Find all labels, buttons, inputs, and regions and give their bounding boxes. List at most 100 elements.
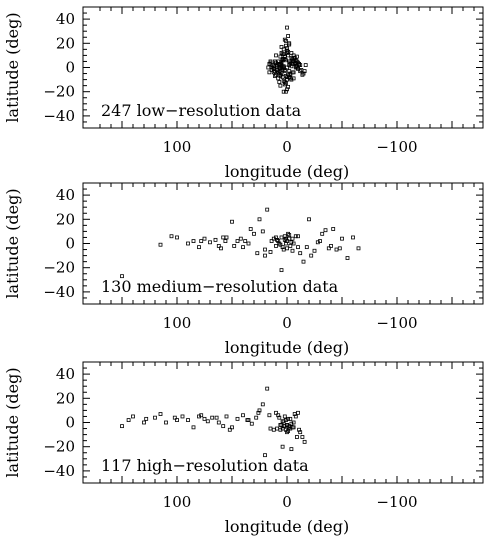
data-point (293, 60, 298, 65)
data-point (298, 69, 303, 74)
data-point (158, 412, 163, 416)
data-point (199, 239, 204, 243)
data-point (246, 241, 251, 246)
data-point (278, 74, 283, 78)
data-point (241, 245, 245, 250)
data-point (302, 69, 307, 74)
data-point (202, 416, 207, 421)
data-point (282, 69, 287, 74)
data-point (191, 239, 196, 243)
data-point (281, 47, 286, 52)
data-point (131, 414, 135, 419)
x-tick-label: 0 (282, 138, 292, 156)
data-point (277, 241, 282, 246)
data-point (286, 34, 291, 38)
data-point (271, 236, 276, 241)
x-tick-label: 0 (282, 314, 292, 332)
data-point (307, 217, 311, 222)
panel-3: 100 0 −100 40 20 0 −20 −40 longitude (deg) latitu… (3, 361, 484, 536)
series-points (120, 386, 307, 458)
y-tick-label: 0 (65, 235, 75, 253)
data-point (274, 244, 278, 248)
data-point (286, 231, 291, 236)
data-point (213, 237, 218, 242)
data-point (269, 239, 274, 243)
data-point (221, 235, 226, 240)
data-point (158, 242, 163, 247)
data-point (285, 65, 289, 70)
data-point (214, 415, 219, 420)
annotation: 130 medium−resolution data (101, 277, 339, 296)
data-point (224, 235, 229, 240)
data-point (235, 239, 240, 243)
data-point (298, 251, 303, 256)
data-point (263, 453, 267, 458)
data-point (304, 245, 309, 250)
y-tick-label: 20 (56, 389, 75, 407)
data-point (279, 45, 284, 49)
data-point (268, 59, 273, 64)
data-point (329, 244, 333, 248)
x-tick-label: 100 (163, 493, 192, 511)
data-point (331, 227, 336, 231)
data-point (303, 63, 308, 67)
x-axis-label: longitude (deg) (225, 338, 349, 357)
data-point (356, 246, 361, 251)
data-point (175, 418, 179, 422)
data-point (281, 89, 286, 94)
data-point (297, 63, 302, 67)
data-point (287, 42, 292, 47)
data-point (230, 425, 234, 430)
data-point (274, 410, 278, 415)
data-point (288, 416, 293, 421)
data-point (291, 53, 296, 58)
data-point (120, 424, 124, 429)
panel-2: 100 0 −100 40 20 0 −20 −40 longitude (deg) latitu… (3, 182, 484, 357)
data-point (180, 414, 185, 419)
data-point (202, 236, 207, 241)
data-point (276, 76, 281, 81)
x-tick-label: 100 (163, 314, 192, 332)
data-point (277, 63, 282, 67)
data-point (272, 59, 277, 64)
data-point (216, 244, 221, 248)
data-point (205, 419, 210, 424)
data-point (120, 274, 124, 279)
data-point (281, 247, 286, 252)
data-point (323, 228, 328, 233)
data-point (280, 444, 285, 449)
data-point (302, 439, 307, 444)
series-points (120, 207, 361, 279)
data-point (278, 423, 283, 427)
data-point (315, 240, 320, 245)
data-point (268, 250, 273, 254)
data-point (275, 63, 280, 67)
data-point (280, 419, 285, 424)
y-tick-label: 0 (65, 414, 75, 432)
data-point (199, 413, 204, 418)
y-tick-label: −40 (43, 462, 75, 480)
annotation: 117 high−resolution data (101, 456, 309, 475)
data-point (271, 66, 276, 71)
y-tick-label: −20 (43, 438, 75, 456)
data-point (142, 420, 146, 425)
data-point (265, 386, 270, 391)
data-point (279, 51, 284, 55)
data-point (186, 418, 190, 422)
data-point (320, 231, 325, 236)
data-point (285, 246, 289, 251)
data-point (301, 259, 306, 264)
data-point (221, 424, 226, 429)
data-point (326, 246, 331, 251)
data-point (238, 236, 243, 241)
data-point (340, 236, 344, 241)
data-point (256, 410, 261, 415)
data-point (297, 427, 302, 432)
data-point (164, 420, 168, 425)
data-point (197, 245, 201, 250)
annotation: 247 low−resolution data (101, 101, 302, 120)
data-point (126, 418, 131, 422)
data-point (263, 247, 267, 252)
data-point (227, 427, 232, 432)
